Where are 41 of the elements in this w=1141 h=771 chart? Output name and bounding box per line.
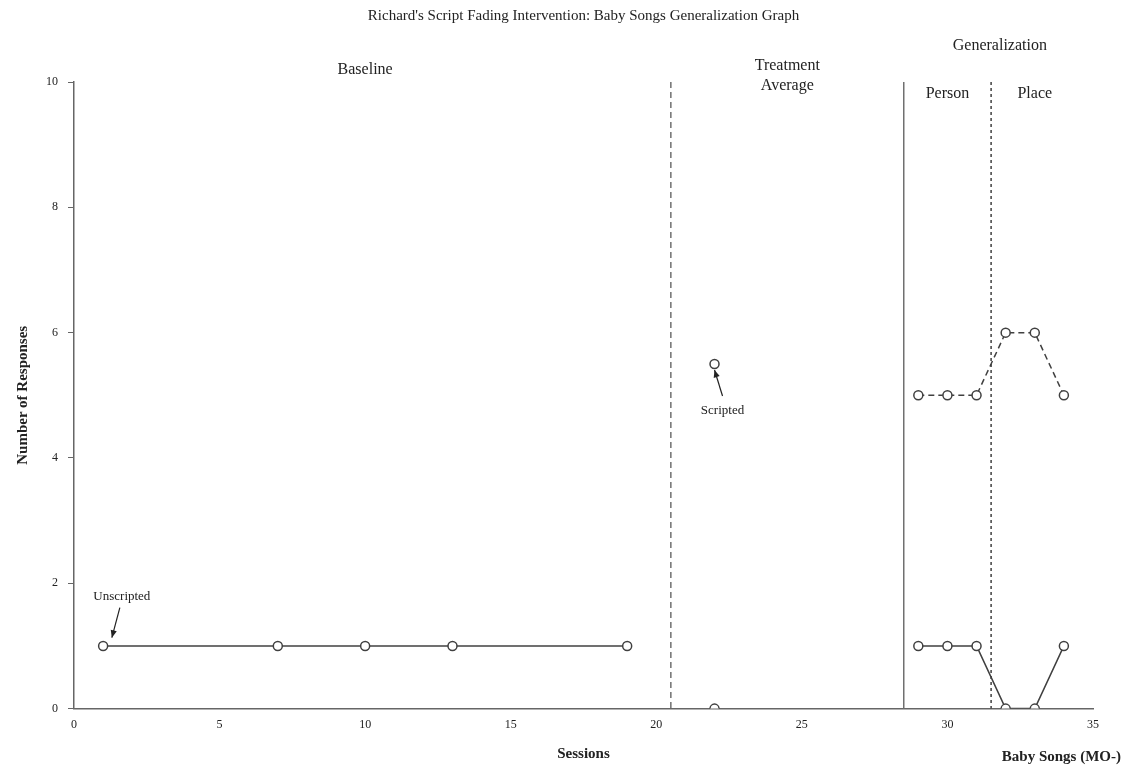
annotation: Treatment Average xyxy=(754,56,821,94)
point xyxy=(913,390,924,401)
point xyxy=(709,358,720,370)
point xyxy=(913,640,924,652)
x-axis-title: Sessions xyxy=(557,744,610,761)
point xyxy=(971,640,982,652)
x-tick-label: 25 xyxy=(795,716,808,731)
point xyxy=(621,640,633,652)
annotation: Unscripted xyxy=(93,587,151,603)
y-tick-label: 8 xyxy=(52,199,58,214)
x-tick-label: 0 xyxy=(71,716,77,731)
point xyxy=(447,640,458,652)
x-tick-label: 10 xyxy=(359,716,372,731)
y-tick-label: 2 xyxy=(52,575,58,590)
chart-title: Richard's Script Fading Intervention: Baby Songs Generalization Graph xyxy=(367,7,800,23)
x-tick-label: 20 xyxy=(650,716,663,731)
x-tick-label: 5 xyxy=(216,716,223,731)
point xyxy=(359,640,371,652)
point xyxy=(97,640,109,652)
point xyxy=(1000,327,1011,338)
x-tick-label: 15 xyxy=(504,716,517,731)
point xyxy=(942,640,953,652)
text: Generalization xyxy=(952,36,1047,53)
point xyxy=(1058,390,1070,401)
annotation: Scripted xyxy=(700,401,745,417)
point xyxy=(971,390,982,401)
y-tick-label: 6 xyxy=(52,324,58,339)
y-tick-label: 10 xyxy=(46,74,58,89)
y-tick-label: 4 xyxy=(52,450,58,465)
annotation: Place xyxy=(1017,84,1053,101)
text: Baseline xyxy=(337,60,393,77)
point xyxy=(272,640,284,652)
x-tick-label: 35 xyxy=(1087,716,1099,731)
y-axis-title: Number of Responses xyxy=(13,325,30,465)
point xyxy=(942,390,953,401)
annotation: Person xyxy=(925,84,970,101)
y-tick-label: 0 xyxy=(52,700,58,715)
text: Baby Songs (MO-) xyxy=(1001,747,1121,765)
point xyxy=(1058,640,1070,652)
x-tick-label: 30 xyxy=(941,716,954,731)
point xyxy=(1029,327,1041,338)
